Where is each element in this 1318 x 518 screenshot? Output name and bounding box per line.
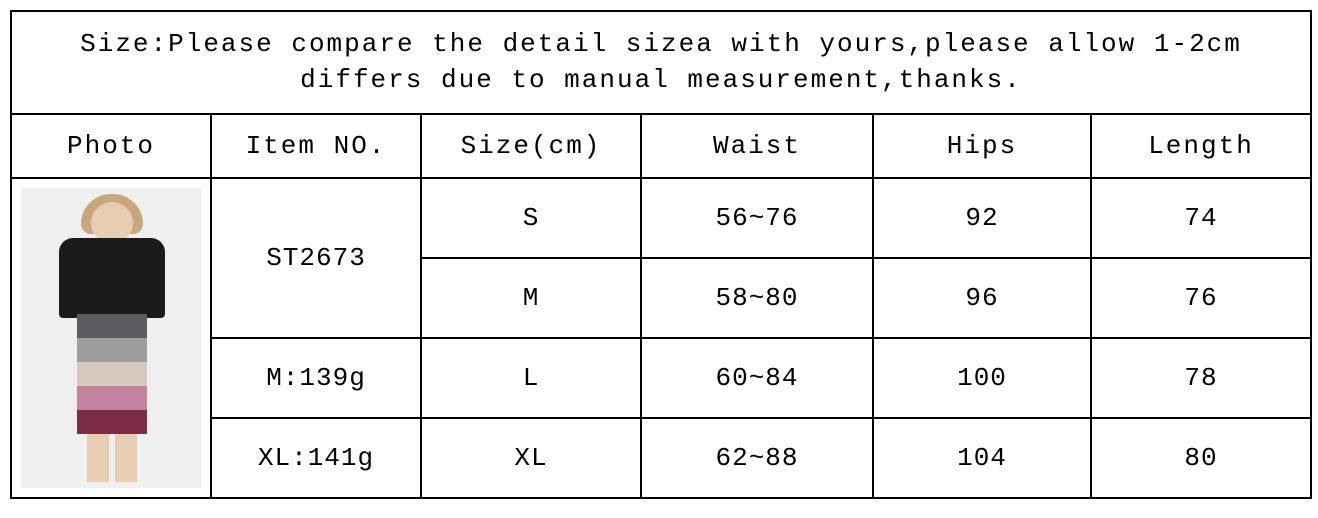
cell-size: S xyxy=(422,179,642,257)
col-waist-header: Waist xyxy=(642,115,874,177)
col-photo-header: Photo xyxy=(12,115,212,177)
cell-waist: 56~76 xyxy=(642,179,874,257)
cell-hips: 96 xyxy=(874,259,1092,337)
col-size-header: Size(cm) xyxy=(422,115,642,177)
item-no-cell: ST2673 xyxy=(212,179,422,337)
col-length-header: Length xyxy=(1092,115,1310,177)
cell-length: 78 xyxy=(1092,339,1310,417)
cell-waist: 60~84 xyxy=(642,339,874,417)
cell-length: 80 xyxy=(1092,419,1310,497)
item-block-2: XL:141g XL 62~88 104 80 xyxy=(212,419,1310,497)
product-photo-placeholder xyxy=(21,188,201,488)
cell-waist: 62~88 xyxy=(642,419,874,497)
product-photo-cell xyxy=(12,179,212,497)
table-row: M 58~80 96 76 xyxy=(422,259,1310,337)
cell-hips: 104 xyxy=(874,419,1092,497)
item-block-0: ST2673 S 56~76 92 74 M 58~80 96 76 xyxy=(212,179,1310,339)
size-chart-table: Size:Please compare the detail sizea wit… xyxy=(10,10,1312,499)
cell-size: M xyxy=(422,259,642,337)
data-grid: ST2673 S 56~76 92 74 M 58~80 96 76 xyxy=(212,179,1310,497)
cell-length: 76 xyxy=(1092,259,1310,337)
cell-hips: 100 xyxy=(874,339,1092,417)
cell-waist: 58~80 xyxy=(642,259,874,337)
item-weight-cell: M:139g xyxy=(212,339,422,417)
item-block-1: M:139g L 60~84 100 78 xyxy=(212,339,1310,419)
table-row: L 60~84 100 78 xyxy=(422,339,1310,417)
item-weight-cell: XL:141g xyxy=(212,419,422,497)
cell-size: XL xyxy=(422,419,642,497)
col-item-header: Item NO. xyxy=(212,115,422,177)
cell-hips: 92 xyxy=(874,179,1092,257)
size-note: Size:Please compare the detail sizea wit… xyxy=(12,12,1310,115)
cell-length: 74 xyxy=(1092,179,1310,257)
col-hips-header: Hips xyxy=(874,115,1092,177)
table-row: S 56~76 92 74 xyxy=(422,179,1310,259)
column-header-row: Photo Item NO. Size(cm) Waist Hips Lengt… xyxy=(12,115,1310,179)
table-body: ST2673 S 56~76 92 74 M 58~80 96 76 xyxy=(12,179,1310,497)
table-row: XL 62~88 104 80 xyxy=(422,419,1310,497)
cell-size: L xyxy=(422,339,642,417)
